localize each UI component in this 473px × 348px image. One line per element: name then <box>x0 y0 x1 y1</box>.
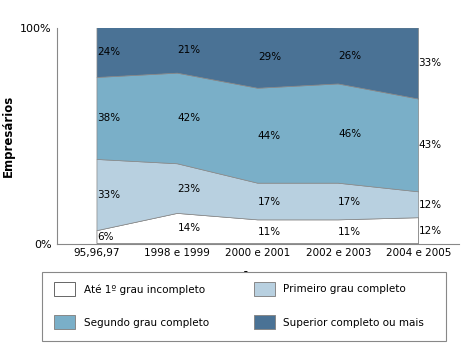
Text: 11%: 11% <box>338 227 361 237</box>
Text: Primeiro grau completo: Primeiro grau completo <box>283 284 406 294</box>
Y-axis label: Empresários: Empresários <box>2 95 15 177</box>
X-axis label: Anos: Anos <box>241 270 275 283</box>
Polygon shape <box>97 213 419 244</box>
Text: Segundo grau completo: Segundo grau completo <box>84 318 209 328</box>
Text: 12%: 12% <box>419 200 442 210</box>
FancyBboxPatch shape <box>254 282 275 295</box>
Text: 17%: 17% <box>258 197 281 206</box>
Polygon shape <box>97 26 419 99</box>
Text: 14%: 14% <box>177 223 201 234</box>
Polygon shape <box>97 159 419 231</box>
Text: Até 1º grau incompleto: Até 1º grau incompleto <box>84 284 205 295</box>
FancyBboxPatch shape <box>54 282 75 295</box>
Text: 24%: 24% <box>97 47 120 57</box>
Text: 26%: 26% <box>338 51 361 61</box>
Text: 42%: 42% <box>177 113 201 124</box>
Text: 43%: 43% <box>419 141 442 150</box>
Text: 33%: 33% <box>419 58 442 69</box>
Text: 46%: 46% <box>338 128 361 139</box>
Text: 33%: 33% <box>97 190 120 200</box>
Text: 6%: 6% <box>97 232 114 242</box>
Text: 17%: 17% <box>338 197 361 206</box>
Polygon shape <box>97 73 419 192</box>
Text: 38%: 38% <box>97 113 120 124</box>
Text: Superior completo ou mais: Superior completo ou mais <box>283 318 424 328</box>
Text: 44%: 44% <box>258 131 281 141</box>
Text: 23%: 23% <box>177 184 201 193</box>
FancyBboxPatch shape <box>254 315 275 329</box>
Text: 12%: 12% <box>419 226 442 236</box>
FancyBboxPatch shape <box>42 272 446 341</box>
FancyBboxPatch shape <box>54 315 75 329</box>
Text: 11%: 11% <box>258 227 281 237</box>
Text: 21%: 21% <box>177 46 201 55</box>
Text: 29%: 29% <box>258 52 281 62</box>
